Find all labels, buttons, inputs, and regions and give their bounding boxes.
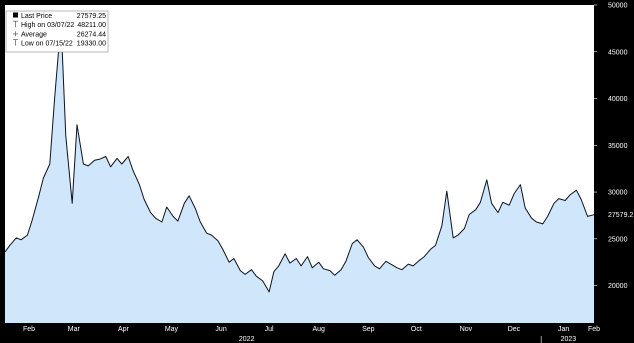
x-tick-label: Jul xyxy=(265,326,274,333)
y-tick-label: 50000 xyxy=(608,3,628,10)
x-tick-label: Dec xyxy=(508,326,521,333)
x-year-label: 2023 xyxy=(561,336,577,343)
x-tick-label: Apr xyxy=(118,326,130,333)
y-tick-label: 35000 xyxy=(608,143,628,150)
x-year-label: 2022 xyxy=(239,336,255,343)
legend-value: 27579.25 xyxy=(77,13,106,20)
x-tick-label: Aug xyxy=(312,326,325,333)
area-layer xyxy=(4,21,595,323)
x-tick-label: Oct xyxy=(411,326,422,333)
legend-value: 19330.00 xyxy=(77,41,106,48)
x-tick-label: Jun xyxy=(215,326,226,333)
y-tick-label: 45000 xyxy=(608,49,628,56)
legend-value: 48211.00 xyxy=(77,22,106,29)
legend-label: Last Price xyxy=(21,13,52,20)
last-price-label: 27579.2 xyxy=(608,212,633,219)
legend-label: Low on 07/15/22 xyxy=(21,41,73,48)
legend-box xyxy=(5,10,109,53)
x-tick-label: May xyxy=(165,326,179,333)
x-tick-label: Feb xyxy=(588,326,600,333)
x-tick-label: Feb xyxy=(23,326,35,333)
y-axis: 20000 25000 30000 35000 40000 45000 50000 27579… xyxy=(594,3,633,290)
x-tick-label: Sep xyxy=(362,326,375,333)
legend-value: 26274.44 xyxy=(77,31,106,38)
legend-square-icon xyxy=(13,12,18,18)
y-tick-label: 20000 xyxy=(608,283,628,290)
price-area xyxy=(5,21,594,323)
price-line xyxy=(4,21,595,293)
y-tick-label: 30000 xyxy=(608,190,628,197)
legend-label: High on 03/07/22 xyxy=(21,22,74,29)
y-tick-label: 40000 xyxy=(608,96,628,103)
x-axis: Feb Mar Apr May Jun Jul Aug Sep Oct Nov Dec Jan Feb 2… xyxy=(23,326,600,343)
y-tick-label: 25000 xyxy=(608,236,628,243)
legend-label: Average xyxy=(21,31,47,38)
x-tick-label: Jan xyxy=(558,326,569,333)
x-tick-label: Nov xyxy=(460,326,473,333)
x-tick-label: Mar xyxy=(68,326,81,333)
